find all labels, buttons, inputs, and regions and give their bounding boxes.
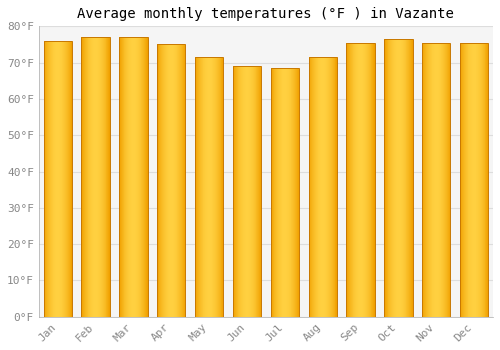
Bar xyxy=(195,57,224,317)
Bar xyxy=(346,43,375,317)
Bar xyxy=(384,39,412,317)
Bar xyxy=(270,68,299,317)
Bar xyxy=(308,57,337,317)
Bar xyxy=(44,41,72,317)
Bar xyxy=(233,66,261,317)
Title: Average monthly temperatures (°F ) in Vazante: Average monthly temperatures (°F ) in Va… xyxy=(78,7,454,21)
Bar xyxy=(82,37,110,317)
Bar xyxy=(157,44,186,317)
Bar xyxy=(460,43,488,317)
Bar xyxy=(422,43,450,317)
Bar xyxy=(119,37,148,317)
